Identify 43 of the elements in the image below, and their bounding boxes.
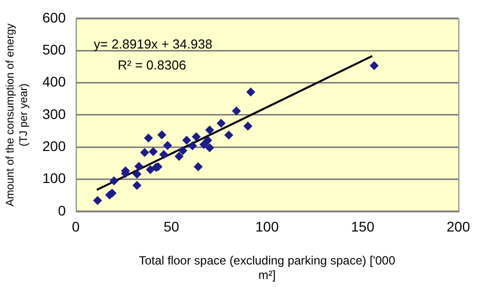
- point: [174, 152, 184, 161]
- y-tick-label: 600: [42, 9, 66, 26]
- point: [370, 61, 379, 70]
- x-tick-label: 50: [164, 218, 180, 235]
- x-tick-label: 150: [351, 218, 375, 235]
- point: [134, 162, 144, 171]
- x-tick-label: 0: [72, 218, 80, 235]
- y-tick-label: 200: [42, 138, 66, 154]
- y-tick-label: 100: [42, 170, 66, 186]
- point: [194, 162, 203, 172]
- point: [163, 140, 172, 150]
- point: [148, 147, 158, 156]
- x-tick-label: 200: [446, 218, 470, 235]
- point: [232, 106, 241, 116]
- point: [246, 88, 256, 97]
- y-tick-label: 0: [58, 202, 66, 218]
- x-axis-title: Total floor space (excluding parking space) ['000 m²]: [138, 254, 396, 282]
- point: [203, 136, 212, 145]
- point: [132, 180, 142, 190]
- y-tick-label: 400: [42, 74, 66, 90]
- point: [144, 134, 153, 143]
- y-tick-label: 500: [42, 41, 66, 58]
- point: [192, 132, 201, 142]
- y-tick-label: 300: [42, 106, 66, 122]
- point: [159, 150, 168, 159]
- point: [205, 126, 214, 135]
- point: [178, 146, 188, 156]
- y-axis-title: Amount of the consumption of energy (TJ per year): [4, 22, 30, 206]
- point: [216, 118, 226, 128]
- point: [224, 130, 234, 140]
- point: [110, 176, 119, 186]
- annotation: y= 2.8919x + 34.938: [94, 36, 212, 52]
- point: [146, 165, 155, 174]
- point: [132, 170, 142, 179]
- point: [93, 196, 102, 205]
- annotation: R² = 0.8306: [118, 57, 186, 72]
- point: [182, 136, 192, 145]
- point: [140, 148, 150, 158]
- point: [157, 130, 166, 140]
- point: [205, 143, 214, 152]
- point: [188, 141, 197, 150]
- x-tick-label: 100: [255, 218, 279, 235]
- point: [243, 122, 252, 131]
